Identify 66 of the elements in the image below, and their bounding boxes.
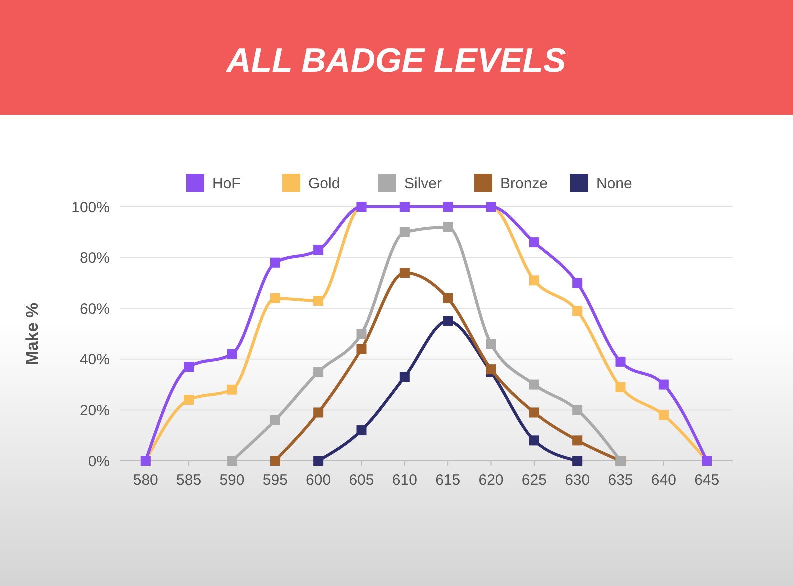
point <box>356 329 367 339</box>
point <box>400 227 410 238</box>
point <box>572 306 583 316</box>
y-tick-label: 80% <box>80 250 110 268</box>
point <box>572 436 583 446</box>
point <box>529 436 540 446</box>
legend-label: HoF <box>212 175 241 192</box>
point <box>443 222 454 232</box>
point <box>314 296 324 306</box>
point <box>270 258 280 268</box>
x-tick-label: 630 <box>565 472 590 489</box>
legend-label: None <box>596 175 632 192</box>
x-tick-label: 585 <box>176 472 202 489</box>
point <box>270 293 280 304</box>
point <box>314 245 324 256</box>
point <box>227 349 238 360</box>
point <box>227 384 238 395</box>
point <box>400 372 410 382</box>
legend-label: Silver <box>404 175 442 192</box>
point <box>572 456 583 466</box>
x-tick-label: 620 <box>478 472 504 489</box>
legend-label: Bronze <box>500 175 548 192</box>
point <box>658 410 669 420</box>
point <box>270 415 280 426</box>
y-tick-label: 20% <box>80 402 110 420</box>
x-tick-label: 595 <box>262 472 288 489</box>
y-tick-label: 100% <box>72 199 110 216</box>
point <box>356 426 367 436</box>
point <box>529 380 540 390</box>
x-tick-label: 625 <box>522 472 547 489</box>
x-tick-label: 590 <box>220 472 245 489</box>
point <box>486 364 496 375</box>
x-tick-label: 645 <box>694 472 720 489</box>
x-tick-label: 640 <box>651 472 676 489</box>
x-tick-label: 600 <box>306 472 332 489</box>
point <box>356 344 367 354</box>
point <box>314 367 324 378</box>
x-tick-label: 605 <box>349 472 374 489</box>
y-tick-label: 0% <box>88 453 110 470</box>
x-tick-label: 610 <box>392 472 418 489</box>
point <box>616 356 626 367</box>
point <box>486 339 496 350</box>
point <box>314 456 324 466</box>
point <box>658 380 669 390</box>
x-tick-label: 580 <box>133 472 158 489</box>
point <box>400 268 410 278</box>
legend-label: Gold <box>308 175 340 192</box>
point <box>529 276 540 286</box>
point <box>572 278 583 288</box>
chart-title: ALL BADGE LEVELS <box>226 42 567 80</box>
y-axis-title: Make % <box>23 302 42 366</box>
point <box>572 405 583 416</box>
x-tick-label: 615 <box>436 472 461 489</box>
point <box>616 382 626 392</box>
point <box>227 456 238 466</box>
point <box>184 395 194 406</box>
point <box>270 456 280 466</box>
point <box>529 238 540 248</box>
point <box>314 408 324 418</box>
y-tick-label: 40% <box>80 352 110 369</box>
point <box>184 362 194 372</box>
point <box>529 408 540 418</box>
y-tick-label: 60% <box>80 300 110 318</box>
x-tick-label: 635 <box>608 472 634 489</box>
point <box>443 316 454 326</box>
point <box>443 293 454 304</box>
